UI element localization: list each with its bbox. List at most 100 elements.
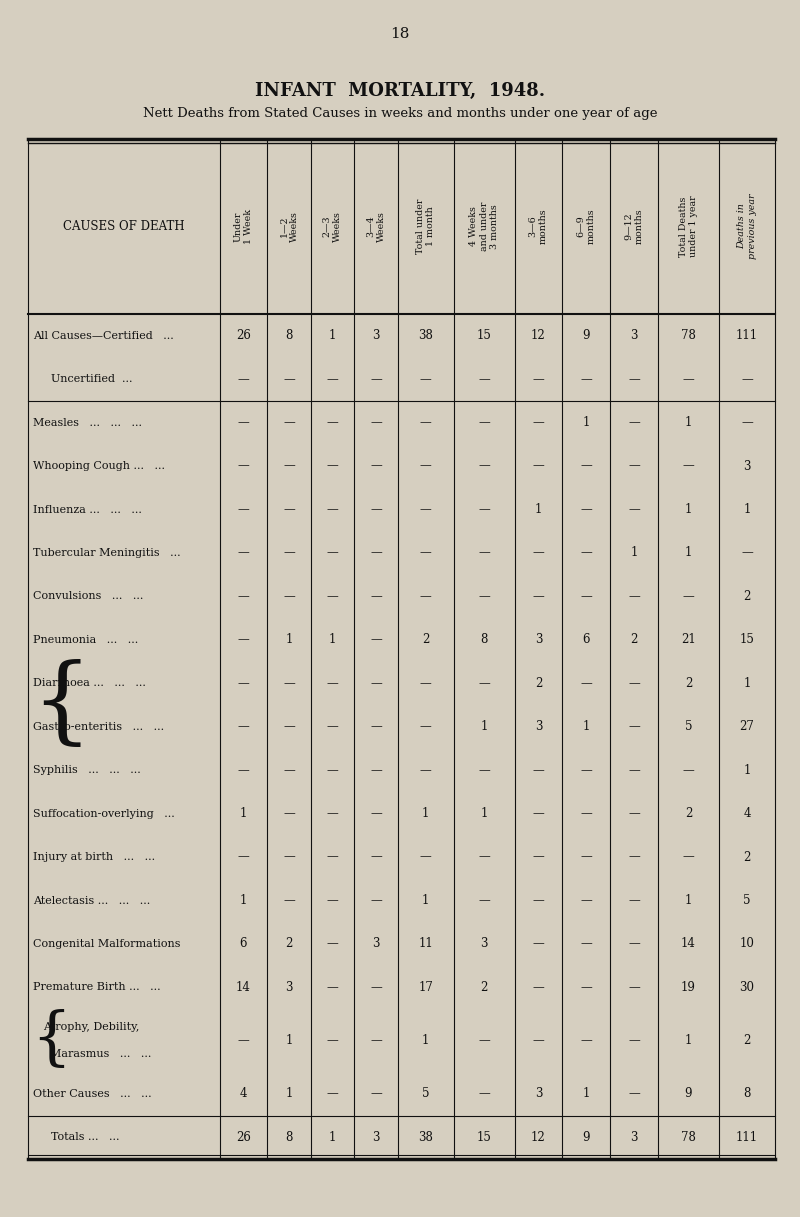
Text: 1: 1 (422, 1034, 430, 1047)
Text: —: — (478, 503, 490, 516)
Text: 12: 12 (531, 1131, 546, 1144)
Text: 1: 1 (481, 720, 488, 733)
Text: Syphilis   ...   ...   ...: Syphilis ... ... ... (33, 765, 141, 775)
Text: —: — (238, 1034, 250, 1047)
Text: 5: 5 (422, 1087, 430, 1100)
Text: Suffocation-overlying   ...: Suffocation-overlying ... (33, 808, 174, 819)
Text: —: — (741, 416, 753, 430)
Text: 6: 6 (582, 633, 590, 646)
Text: —: — (533, 807, 544, 820)
Text: —: — (533, 460, 544, 472)
Text: 26: 26 (236, 1131, 251, 1144)
Text: 11: 11 (418, 937, 433, 950)
Text: 1: 1 (534, 503, 542, 516)
Text: —: — (283, 546, 295, 560)
Text: 3—6
months: 3—6 months (529, 208, 548, 245)
Text: 1: 1 (240, 894, 247, 907)
Text: —: — (581, 1034, 592, 1047)
Text: 2: 2 (743, 851, 750, 864)
Text: {: { (31, 1010, 71, 1071)
Text: —: — (533, 590, 544, 602)
Text: —: — (326, 460, 338, 472)
Text: 1: 1 (422, 894, 430, 907)
Text: 1: 1 (743, 764, 750, 776)
Text: —: — (326, 546, 338, 560)
Text: —: — (628, 851, 640, 864)
Text: 1: 1 (685, 1034, 692, 1047)
Text: 12: 12 (531, 330, 546, 342)
Text: —: — (628, 1034, 640, 1047)
Text: —: — (370, 1034, 382, 1047)
Text: 3: 3 (534, 633, 542, 646)
Text: —: — (420, 851, 432, 864)
Text: —: — (283, 894, 295, 907)
Text: 27: 27 (739, 720, 754, 733)
Text: 30: 30 (739, 981, 754, 994)
Text: —: — (238, 460, 250, 472)
Text: —: — (581, 546, 592, 560)
Text: 3: 3 (534, 720, 542, 733)
Text: —: — (682, 460, 694, 472)
Text: 4: 4 (743, 807, 750, 820)
Text: 1: 1 (743, 677, 750, 690)
Text: Injury at birth   ...   ...: Injury at birth ... ... (33, 852, 155, 862)
Text: —: — (420, 503, 432, 516)
Text: 3: 3 (630, 1131, 638, 1144)
Text: Total Deaths
under 1 year: Total Deaths under 1 year (678, 196, 698, 257)
Text: 3: 3 (743, 460, 750, 472)
Text: —: — (238, 546, 250, 560)
Text: —: — (370, 981, 382, 994)
Text: —: — (581, 894, 592, 907)
Text: —: — (478, 1087, 490, 1100)
Text: —: — (628, 720, 640, 733)
Text: —: — (581, 372, 592, 386)
Text: —: — (326, 764, 338, 776)
Text: 38: 38 (418, 330, 433, 342)
Text: —: — (628, 894, 640, 907)
Text: —: — (533, 1034, 544, 1047)
Text: —: — (238, 677, 250, 690)
Text: —: — (370, 807, 382, 820)
Text: Uncertified  ...: Uncertified ... (51, 374, 133, 385)
Text: 78: 78 (681, 330, 696, 342)
Text: Deaths in
previous year: Deaths in previous year (738, 194, 757, 259)
Text: 21: 21 (681, 633, 696, 646)
Text: —: — (238, 633, 250, 646)
Text: Nett Deaths from Stated Causes in weeks and months under one year of age: Nett Deaths from Stated Causes in weeks … (142, 107, 658, 120)
Text: 2: 2 (743, 1034, 750, 1047)
Text: Congenital Malformations: Congenital Malformations (33, 940, 181, 949)
Text: —: — (628, 764, 640, 776)
Text: —: — (326, 937, 338, 950)
Text: —: — (478, 416, 490, 430)
Text: Under
1 Week: Under 1 Week (234, 209, 253, 243)
Text: 2: 2 (534, 677, 542, 690)
Text: —: — (420, 677, 432, 690)
Text: —: — (326, 851, 338, 864)
Text: 1: 1 (286, 1087, 293, 1100)
Text: —: — (682, 851, 694, 864)
Text: —: — (283, 807, 295, 820)
Text: 2: 2 (481, 981, 488, 994)
Text: —: — (283, 764, 295, 776)
Text: —: — (478, 460, 490, 472)
Text: —: — (478, 764, 490, 776)
Text: —: — (238, 720, 250, 733)
Text: Measles   ...   ...   ...: Measles ... ... ... (33, 417, 142, 427)
Text: 1: 1 (582, 416, 590, 430)
Text: —: — (283, 677, 295, 690)
Text: 1: 1 (329, 1131, 336, 1144)
Text: —: — (628, 372, 640, 386)
Text: —: — (628, 416, 640, 430)
Text: —: — (533, 894, 544, 907)
Text: —: — (581, 460, 592, 472)
Text: 2: 2 (685, 677, 692, 690)
Text: —: — (741, 546, 753, 560)
Text: 5: 5 (743, 894, 750, 907)
Text: 3: 3 (372, 330, 380, 342)
Text: —: — (628, 1087, 640, 1100)
Text: —: — (628, 590, 640, 602)
Text: 15: 15 (477, 330, 492, 342)
Text: —: — (533, 937, 544, 950)
Text: —: — (238, 416, 250, 430)
Text: —: — (283, 503, 295, 516)
